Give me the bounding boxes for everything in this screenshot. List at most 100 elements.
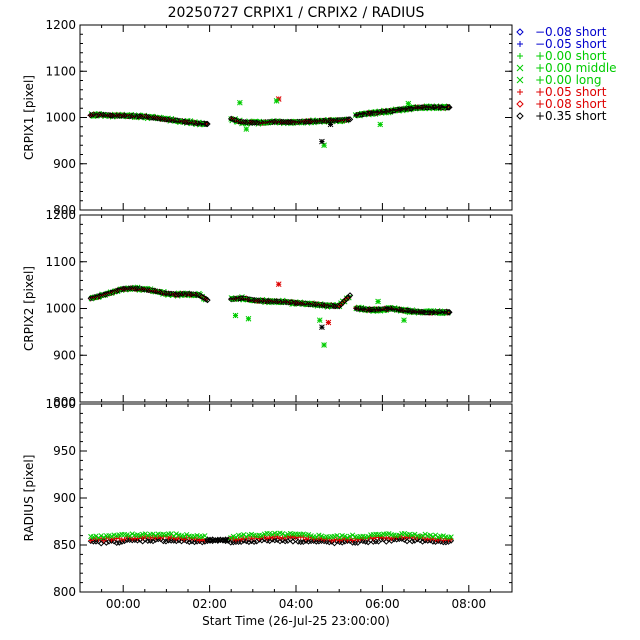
diamond-marker bbox=[212, 537, 219, 544]
y-tick-label: 1100 bbox=[45, 255, 76, 269]
diamond-marker bbox=[393, 536, 400, 543]
diamond-marker bbox=[416, 537, 423, 544]
diamond-marker bbox=[370, 538, 377, 545]
legend-entry: −0.08 short bbox=[516, 25, 607, 39]
diamond-marker bbox=[204, 538, 211, 545]
plus-marker bbox=[339, 537, 345, 542]
panel-3: RADIUS [pixel] 800 850 900 950 1000 00:00 02:00… bbox=[22, 397, 513, 611]
plus-marker bbox=[301, 534, 306, 540]
diamond-marker bbox=[326, 539, 333, 546]
diamond-marker bbox=[442, 539, 449, 546]
diamond-marker bbox=[516, 28, 524, 36]
cross-marker bbox=[228, 535, 234, 541]
plus-marker bbox=[435, 537, 441, 543]
x-tick-label: 00:00 bbox=[106, 597, 141, 611]
plus-marker bbox=[166, 535, 171, 541]
cross-marker bbox=[137, 532, 143, 539]
y-axis-label: RADIUS [pixel] bbox=[22, 455, 36, 542]
legend-entry: +0.05 short bbox=[517, 85, 607, 99]
legend-label: +0.00 middle bbox=[535, 61, 617, 75]
diamond-marker bbox=[118, 538, 125, 545]
cross-marker bbox=[202, 533, 208, 539]
cross-marker bbox=[412, 531, 418, 537]
plus-marker bbox=[153, 535, 158, 541]
plus-marker bbox=[345, 537, 350, 543]
y-tick-label: 1000 bbox=[45, 397, 76, 411]
cross-marker bbox=[152, 532, 159, 539]
diamond-marker bbox=[313, 538, 320, 545]
plus-marker bbox=[358, 536, 363, 542]
cross-marker bbox=[365, 534, 371, 540]
diamond-marker bbox=[271, 537, 278, 544]
y-axis-label: CRPIX1 [pixel] bbox=[22, 75, 36, 160]
legend-entry: +0.00 long bbox=[516, 73, 602, 87]
plus-marker bbox=[334, 537, 340, 542]
diamond-marker bbox=[162, 538, 169, 545]
star-marker bbox=[405, 100, 412, 107]
cross-marker bbox=[101, 534, 107, 540]
y-tick-label: 950 bbox=[53, 444, 76, 458]
plus-marker bbox=[321, 537, 327, 543]
legend-label: −0.05 short bbox=[535, 37, 607, 51]
plus-marker bbox=[306, 535, 311, 541]
cross-marker bbox=[349, 532, 356, 538]
cross-marker bbox=[259, 532, 265, 539]
plus-marker bbox=[197, 538, 202, 543]
legend: −0.08 short−0.05 short+0.00 short+0.00 m… bbox=[516, 25, 617, 123]
y-tick-label: 800 bbox=[53, 203, 76, 217]
legend-label: +0.08 short bbox=[535, 97, 607, 111]
x-tick-label: 06:00 bbox=[365, 597, 400, 611]
star-marker bbox=[319, 324, 325, 331]
star-marker bbox=[245, 315, 252, 322]
plus-marker bbox=[129, 536, 135, 542]
plus-marker bbox=[117, 535, 122, 541]
diamond-marker bbox=[300, 539, 307, 546]
diamond-marker bbox=[152, 536, 159, 543]
legend-label: +0.05 short bbox=[535, 85, 607, 99]
legend-entry: +0.00 short bbox=[517, 49, 607, 63]
plus-marker bbox=[122, 536, 127, 542]
x-tick-label: 02:00 bbox=[192, 597, 227, 611]
diamond-marker bbox=[111, 538, 118, 545]
plus-marker bbox=[238, 537, 244, 542]
diamond-marker bbox=[121, 538, 128, 545]
diamond-marker bbox=[401, 536, 408, 543]
y-tick-label: 800 bbox=[53, 585, 76, 599]
panel-frame bbox=[79, 403, 513, 593]
plus-marker bbox=[150, 535, 156, 540]
diamond-marker bbox=[344, 116, 352, 123]
legend-label: +0.00 short bbox=[535, 49, 607, 63]
diamond-marker bbox=[142, 536, 149, 543]
legend-label: −0.08 short bbox=[535, 25, 607, 39]
cross-marker bbox=[269, 531, 275, 538]
cross-marker bbox=[427, 532, 434, 538]
plus-marker bbox=[517, 41, 523, 47]
diamond-marker bbox=[113, 539, 120, 547]
y-tick-label: 900 bbox=[53, 348, 76, 362]
plus-marker bbox=[148, 535, 153, 541]
diamond-marker bbox=[335, 302, 343, 310]
cross-marker bbox=[336, 534, 343, 540]
plus-marker bbox=[256, 536, 262, 542]
plus-marker bbox=[288, 534, 293, 540]
diamond-marker bbox=[116, 539, 123, 546]
star-marker bbox=[236, 99, 243, 106]
legend-entry: −0.05 short bbox=[517, 37, 607, 51]
x-axis-label: Start Time (26-Jul-25 23:00:00) bbox=[202, 614, 390, 628]
plus-marker bbox=[446, 537, 451, 543]
plus-marker bbox=[267, 534, 272, 540]
star-marker bbox=[377, 121, 384, 128]
plus-marker bbox=[517, 53, 523, 59]
diamond-marker bbox=[100, 537, 107, 545]
y-tick-label: 1100 bbox=[45, 64, 76, 78]
star-marker bbox=[232, 312, 239, 319]
plus-marker bbox=[332, 537, 337, 543]
diamond-marker bbox=[225, 537, 232, 544]
y-tick-label: 1000 bbox=[45, 111, 76, 125]
legend-entry: +0.08 short bbox=[516, 97, 607, 111]
plus-marker bbox=[376, 535, 381, 540]
plus-marker bbox=[101, 538, 107, 544]
cross-marker bbox=[93, 533, 99, 539]
